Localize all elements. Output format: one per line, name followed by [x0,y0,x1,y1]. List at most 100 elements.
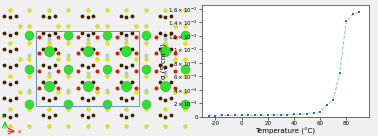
Point [124,16,130,19]
Point [26,42,33,44]
Point [13,97,19,99]
Point [90,47,96,50]
Point [26,89,33,91]
Point [85,42,91,44]
Point [46,89,52,91]
Point [168,114,174,116]
Point [232,114,238,117]
Point [85,16,91,19]
Point [350,13,356,15]
Point [172,87,178,89]
Point [114,87,120,89]
Point [182,58,188,60]
Point [156,97,163,99]
Point [118,64,124,66]
Point [65,68,71,70]
Point [168,47,174,50]
Point [168,81,174,83]
Point [129,14,135,17]
Point [1,14,7,17]
Point [356,11,363,13]
Point [85,108,91,110]
Point [124,50,130,53]
Point [13,81,19,83]
Point [85,85,91,88]
Point [85,89,91,91]
Point [143,68,149,70]
Point [79,32,85,34]
Point [75,70,81,72]
Point [79,14,85,17]
Point [40,64,46,66]
Point [118,47,124,50]
Point [7,125,13,127]
Point [124,82,130,85]
Point [90,14,96,17]
Point [129,97,135,99]
Point [17,58,23,60]
Point [104,34,110,36]
Point [7,66,13,68]
Point [118,114,124,116]
Point [143,125,149,127]
Point [94,52,100,55]
Point [124,89,130,91]
Point [104,91,110,93]
Point [65,91,71,93]
Point [46,34,52,36]
Point [153,36,159,38]
Point [162,16,168,19]
Point [65,34,71,36]
Point [79,97,85,99]
Point [7,75,13,77]
Point [143,34,149,36]
Point [26,25,33,27]
Point [278,114,284,116]
Point [324,104,330,106]
Point [79,81,85,83]
Point [297,113,304,115]
Point [118,14,124,17]
Point [85,34,91,36]
Point [56,87,62,89]
Point [46,75,52,77]
Point [65,58,71,60]
Point [343,20,349,22]
Point [26,34,33,36]
Point [46,115,52,118]
X-axis label: Temperature (°C): Temperature (°C) [256,128,315,135]
Point [94,25,100,27]
Point [143,72,149,74]
Point [65,72,71,74]
Point [172,70,178,72]
Point [65,38,71,40]
Point [40,47,46,50]
Point [85,75,91,77]
Point [124,99,130,101]
Point [182,108,188,110]
Point [162,49,168,52]
Point [1,47,7,50]
Point [133,91,139,93]
Point [65,25,71,27]
Point [13,14,19,17]
Point [46,38,52,40]
Point [182,42,188,44]
Point [182,25,188,27]
Point [129,47,135,50]
Point [7,9,13,11]
Point [143,58,149,60]
Point [85,99,91,101]
Point [143,108,149,110]
Point [182,34,188,36]
Point [291,113,297,115]
Point [182,125,188,127]
Bar [36,31,139,106]
Point [162,38,168,40]
Point [337,72,343,74]
Point [1,114,7,116]
Point [245,114,251,116]
Point [90,81,96,83]
Point [65,108,71,110]
Point [79,47,85,50]
